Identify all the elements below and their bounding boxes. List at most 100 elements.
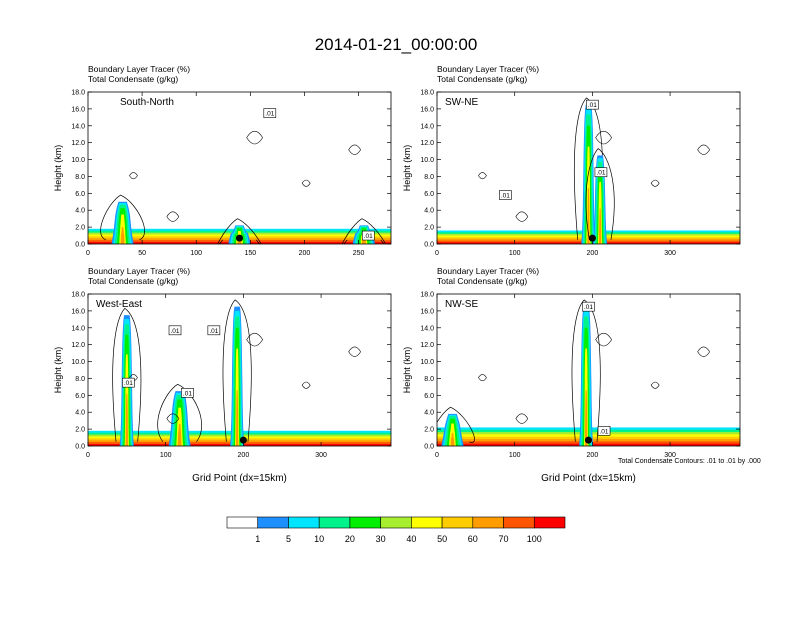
contour-label-box — [122, 377, 135, 388]
x-tick-label: 300 — [315, 452, 327, 459]
y-tick-label: 0.0 — [75, 242, 85, 249]
contour-label-box — [499, 190, 512, 200]
main-title: 2014-01-21_00:00:00 — [315, 35, 478, 54]
x-axis-label: Grid Point (dx=15km) — [541, 473, 636, 484]
x-tick-label: 0 — [435, 452, 439, 459]
condensate-contour — [246, 332, 264, 347]
x-tick-label: 50 — [138, 250, 146, 257]
y-tick-label: 12.0 — [420, 140, 434, 147]
panel-frame — [87, 91, 392, 245]
x-tick-label: 0 — [435, 250, 439, 257]
y-tick-label: 0.0 — [424, 242, 434, 249]
y-tick-label: 6.0 — [75, 191, 85, 198]
x-tick-label: 100 — [190, 250, 202, 257]
contour-label: .01 — [586, 99, 599, 110]
contour-label: .01 — [582, 301, 595, 312]
contour-label-text: .01 — [588, 102, 597, 109]
condensate-contour — [571, 299, 601, 442]
y-tick-label: 0.0 — [75, 444, 85, 451]
y-tick-label: 10.0 — [420, 359, 434, 366]
y-tick-label: 18.0 — [71, 292, 85, 299]
y-tick-label: 16.0 — [71, 106, 85, 113]
condensate-contour — [437, 406, 475, 443]
contour-label-text: .01 — [183, 390, 192, 397]
panel-frame — [436, 293, 741, 447]
panel-frame — [87, 293, 392, 447]
y-axis-label: Height (km) — [402, 347, 412, 394]
x-tick-label: 250 — [353, 250, 365, 257]
condensate-contour — [112, 307, 142, 442]
y-tick-label: 6.0 — [75, 393, 85, 400]
y-tick-label: 14.0 — [420, 325, 434, 332]
x-tick-label: 300 — [664, 452, 676, 459]
y-tick-label: 8.0 — [424, 174, 434, 181]
panel-1: Boundary Layer Tracer (%)Total Condensat… — [53, 64, 392, 257]
y-tick-label: 4.0 — [424, 208, 434, 215]
colorbar-swatch — [257, 516, 289, 529]
colorbar-swatch — [349, 516, 381, 529]
contour-label-box — [207, 325, 221, 336]
colorbar-swatch — [380, 516, 412, 529]
contour-label-text: .01 — [124, 380, 133, 387]
condensate-contour — [585, 148, 615, 240]
condensate-contour — [515, 413, 529, 424]
y-axis-label: Height (km) — [53, 347, 63, 394]
panel-subtitle-condensate: Total Condensate (g/kg) — [437, 74, 527, 84]
y-tick-label: 12.0 — [420, 342, 434, 349]
location-marker — [588, 234, 596, 242]
contour-label: .01 — [181, 387, 194, 398]
contour-label: .01 — [594, 167, 608, 178]
y-tick-label: 6.0 — [424, 191, 434, 198]
panel-title: South-North — [120, 97, 174, 108]
y-tick-label: 8.0 — [75, 376, 85, 383]
panel-3: Boundary Layer Tracer (%)Total Condensat… — [53, 266, 392, 484]
condensate-contour — [246, 130, 264, 145]
contour-label-box — [586, 99, 599, 110]
condensate-contour — [166, 211, 180, 222]
contour-label-text: .01 — [265, 111, 274, 118]
y-tick-label: 2.0 — [75, 225, 85, 232]
condensate-contour — [222, 299, 252, 442]
tracer-plume — [450, 433, 455, 446]
panel-plot: .01 .01 .01 .01 — [88, 299, 391, 446]
panel-subtitle-tracer: Boundary Layer Tracer (%) — [437, 266, 539, 276]
panel-title: SW-NE — [445, 97, 478, 108]
x-tick-label: 200 — [587, 452, 599, 459]
contour-label: .01 — [597, 425, 611, 436]
condensate-contour — [478, 374, 487, 382]
colorbar-label: 40 — [406, 534, 416, 544]
location-marker — [585, 436, 592, 444]
y-tick-label: 4.0 — [75, 410, 85, 417]
y-tick-label: 8.0 — [75, 174, 85, 181]
condensate-contour — [348, 144, 361, 155]
y-tick-label: 0.0 — [424, 444, 434, 451]
colorbar-swatch — [441, 516, 474, 529]
x-tick-label: 200 — [587, 250, 599, 257]
tracer-plume — [598, 208, 602, 244]
x-tick-label: 300 — [664, 250, 676, 257]
condensate-contour — [166, 413, 180, 424]
condensate-contour — [650, 179, 660, 187]
x-tick-label: 200 — [238, 452, 250, 459]
contour-label-text: .01 — [584, 304, 593, 311]
condensate-contour — [697, 346, 710, 357]
panel-plot: .01 .01 — [437, 299, 740, 446]
contour-note: Total Condensate Contours: .01 to .01 by… — [618, 458, 761, 465]
y-tick-label: 2.0 — [424, 427, 434, 434]
y-tick-label: 8.0 — [424, 376, 434, 383]
location-marker — [239, 436, 247, 444]
panel-title: NW-SE — [445, 299, 478, 310]
tracer-plume — [120, 227, 125, 244]
y-tick-label: 12.0 — [71, 140, 85, 147]
panel-frame — [436, 91, 741, 245]
condensate-contour — [650, 381, 660, 389]
contour-label-text: .01 — [209, 328, 218, 335]
colorbar-label: 1 — [255, 534, 260, 544]
contour-label-text: .01 — [501, 193, 510, 200]
y-tick-label: 6.0 — [424, 393, 434, 400]
condensate-contour — [595, 130, 613, 145]
panel-subtitle-condensate: Total Condensate (g/kg) — [88, 74, 178, 84]
colorbar-label: 10 — [314, 534, 324, 544]
